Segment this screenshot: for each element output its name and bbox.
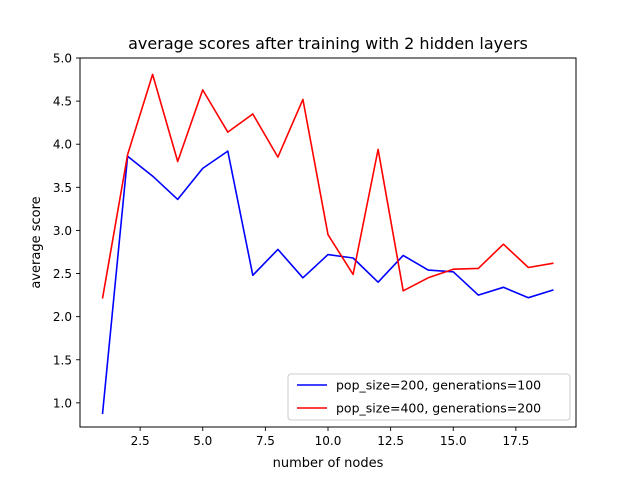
legend-label-1: pop_size=400, generations=200	[336, 401, 541, 416]
legend: pop_size=200, generations=100 pop_size=40…	[287, 373, 571, 421]
x-tick-label: 2.5	[131, 434, 150, 448]
y-tick-label: 3.5	[53, 181, 72, 195]
y-axis: 1.0 1.5 2.0 2.5 3.0 3.5 4.0 4.5 5.0	[53, 52, 80, 410]
y-axis-label: average score	[29, 196, 44, 288]
x-axis: 2.5 5.0 7.5 10.0 12.5 15.0 17.5	[131, 427, 530, 448]
y-tick-label: 2.0	[53, 310, 72, 324]
y-tick-label: 1.0	[53, 396, 72, 410]
y-tick-label: 1.5	[53, 353, 72, 367]
y-tick-label: 5.0	[53, 52, 72, 66]
series-line-1	[101, 73, 554, 299]
x-tick-label: 5.0	[193, 434, 212, 448]
x-tick-label: 7.5	[256, 434, 275, 448]
x-tick-label: 17.5	[503, 434, 530, 448]
x-tick-label: 12.5	[377, 434, 404, 448]
x-tick-label: 10.0	[315, 434, 342, 448]
legend-box	[287, 373, 571, 421]
x-tick-label: 15.0	[440, 434, 467, 448]
x-axis-label: number of nodes	[273, 456, 384, 471]
chart-title: average scores after training with 2 hid…	[128, 34, 528, 53]
y-tick-label: 4.0	[53, 138, 72, 152]
legend-label-0: pop_size=200, generations=100	[336, 378, 541, 393]
y-tick-label: 2.5	[53, 267, 72, 281]
y-tick-label: 3.0	[53, 224, 72, 238]
y-tick-label: 4.5	[53, 95, 72, 109]
series-layer	[101, 73, 554, 415]
series-line-0	[101, 150, 554, 415]
